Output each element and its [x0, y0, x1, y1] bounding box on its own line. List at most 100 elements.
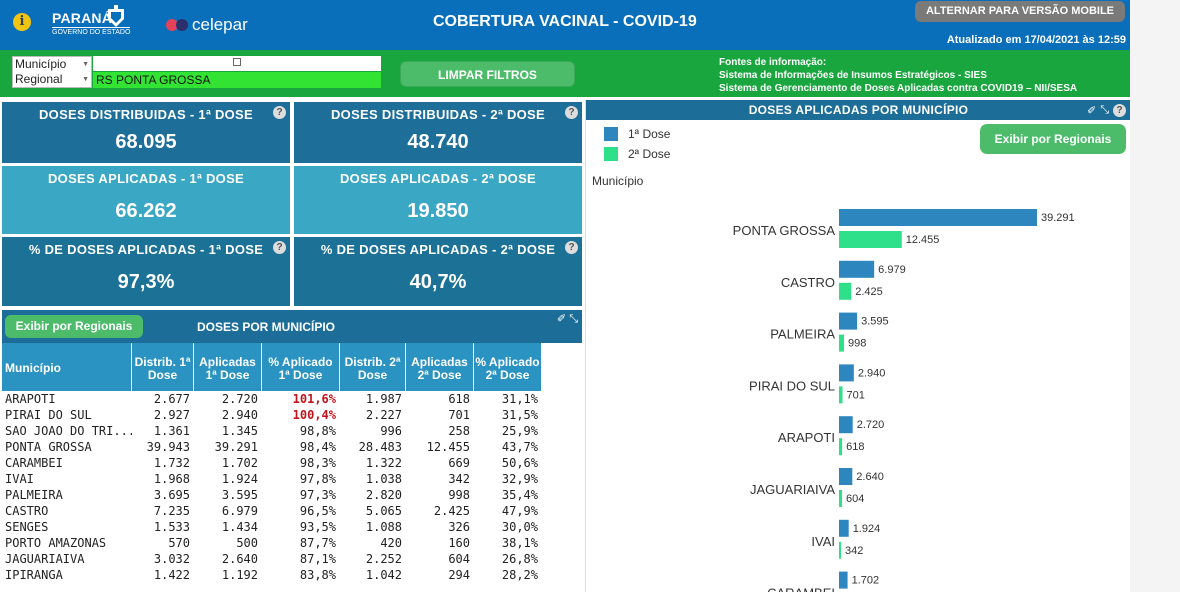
clear-selection-icon[interactable]: ✐	[556, 313, 567, 325]
municipio-filter-label[interactable]: Município ▼	[13, 57, 91, 72]
bar-dose1[interactable]	[839, 571, 848, 589]
parana-crest-icon	[108, 5, 124, 27]
bar-dose1[interactable]	[839, 468, 853, 485]
category-label: PALMEIRA	[770, 327, 835, 342]
bar-dose1[interactable]	[839, 364, 854, 382]
table-cell: 342	[448, 472, 470, 486]
bar-dose1[interactable]	[839, 416, 853, 434]
expand-icon[interactable]: ⤡	[1100, 103, 1109, 116]
table-row[interactable]: PORTO AMAZONAS 570 500 87,7% 420 160 38,1%	[2, 536, 542, 552]
bar-dose2[interactable]	[839, 490, 843, 507]
clear-selection-icon[interactable]: ✐	[1086, 104, 1097, 117]
legend-item[interactable]: 2ª Dose	[604, 144, 670, 164]
table-row[interactable]: IVAI 1.968 1.924 97,8% 1.038 342 32,9%	[2, 472, 542, 488]
column-header[interactable]: % Aplicado 1ª Dose	[262, 343, 340, 391]
column-header[interactable]: Município	[2, 343, 132, 391]
bar-dose2[interactable]	[839, 231, 902, 248]
table-cell: 97,8%	[299, 472, 336, 486]
table-row[interactable]: PIRAI DO SUL 2.927 2.940 100,4% 2.227 701 31,5…	[2, 408, 542, 424]
table-cell: 294	[448, 568, 470, 582]
table-cell: 2.425	[433, 504, 470, 518]
select-all-checkbox[interactable]	[233, 58, 241, 66]
table-row[interactable]: PONTA GROSSA 39.943 39.291 98,4% 28.483 12.45…	[2, 440, 542, 456]
table-cell: 160	[448, 536, 470, 550]
table-cell: 1.042	[365, 568, 402, 582]
table-cell: 1.322	[365, 456, 402, 470]
table-cell: 1.968	[153, 472, 190, 486]
clear-filters-button[interactable]: LIMPAR FILTROS	[400, 61, 575, 87]
show-by-regional-button[interactable]: Exibir por Regionais	[5, 315, 143, 338]
filter-values: RS PONTA GROSSA	[93, 56, 381, 88]
page-margin	[1130, 0, 1180, 592]
bar-dose1[interactable]	[839, 312, 858, 330]
regional-filter-value[interactable]: RS PONTA GROSSA	[93, 72, 381, 88]
regional-filter-label[interactable]: Regional ▼	[13, 72, 91, 87]
category-label: PIRAI DO SUL	[749, 378, 835, 393]
table-cell: 326	[448, 520, 470, 534]
municipio-filter-value[interactable]	[93, 56, 381, 71]
logo-subtitle: GOVERNO DO ESTADO	[52, 27, 131, 36]
y-axis-title: Município	[592, 174, 644, 188]
kpi-title: DOSES APLICADAS - 1ª DOSE	[47, 171, 245, 186]
table-row[interactable]: SAO JOAO DO TRI... 1.361 1.345 98,8% 996 258 2…	[2, 424, 542, 440]
table-row[interactable]: CASTRO 7.235 6.979 96,5% 5.065 2.425 47,9%	[2, 504, 542, 520]
table-cell: 604	[448, 552, 470, 566]
chart-show-by-regional-button[interactable]: Exibir por Regionais	[980, 124, 1126, 154]
table-cell: 98,3%	[299, 456, 336, 470]
bar-dose2[interactable]	[839, 386, 843, 404]
table-cell: 87,7%	[299, 536, 336, 550]
table-cell: 12.455	[426, 440, 470, 454]
table-cell: 2.927	[153, 408, 190, 422]
help-icon[interactable]: ?	[1113, 103, 1126, 117]
celepar-name: celepar	[192, 15, 248, 34]
column-header[interactable]: Aplicadas 1ª Dose	[194, 343, 262, 391]
table-cell: 93,5%	[299, 520, 336, 534]
source-sies: Sistema de Informações de Insumos Estrat…	[719, 70, 987, 81]
help-icon[interactable]: ?	[565, 106, 578, 119]
table-row[interactable]: CARAMBEI 1.732 1.702 98,3% 1.322 669 50,6%	[2, 456, 542, 472]
bar-dose1[interactable]	[839, 260, 875, 278]
bar-dose2[interactable]	[839, 541, 841, 559]
table-row[interactable]: ARAPOTI 2.677 2.720 101,6% 1.987 618 31,1%	[2, 392, 542, 408]
column-header[interactable]: Aplicadas 2ª Dose	[406, 343, 474, 391]
help-icon[interactable]: ?	[273, 106, 286, 119]
table-cell: 87,1%	[299, 552, 336, 566]
column-header[interactable]: Distrib. 1ª Dose	[132, 343, 194, 391]
kpi-percent-dose2: % DE DOSES APLICADAS - 2ª DOSE 40,7% ?	[294, 237, 582, 306]
bar-dose1[interactable]	[839, 519, 849, 537]
sources-title: Fontes de informação:	[719, 57, 827, 68]
legend-item[interactable]: 1ª Dose	[604, 124, 670, 144]
table-row[interactable]: JAGUARIAIVA 3.032 2.640 87,1% 2.252 604 26,8%	[2, 552, 542, 568]
chart-title: DOSES APLICADAS POR MUNICÍPIO	[586, 100, 1130, 120]
help-icon[interactable]: ?	[273, 241, 286, 254]
bar-value-label: 1.702	[852, 575, 880, 587]
logo-name: PARANÁ	[52, 10, 113, 26]
legend-swatch	[604, 127, 618, 141]
municipality-cell: SENGES	[5, 520, 49, 534]
table-body: ARAPOTI 2.677 2.720 101,6% 1.987 618 31,1% PIRA…	[2, 392, 542, 584]
kpi-value: 68.095	[115, 131, 177, 153]
doses-applied-chart-panel: DOSES APLICADAS POR MUNICÍPIO ✐ ⤡ ? PONT…	[585, 100, 1130, 592]
table-title: DOSES POR MUNICÍPIO	[197, 320, 336, 334]
help-icon[interactable]: ?	[565, 241, 578, 254]
category-label: CARAMBEI	[767, 586, 835, 592]
table-cell: 258	[448, 424, 470, 438]
table-cell: 5.065	[365, 504, 402, 518]
table-row[interactable]: SENGES 1.533 1.434 93,5% 1.088 326 30,0%	[2, 520, 542, 536]
table-cell: 30,0%	[501, 520, 538, 534]
column-header[interactable]: Distrib. 2ª Dose	[340, 343, 406, 391]
bar-dose2[interactable]	[839, 282, 852, 300]
bar-dose2[interactable]	[839, 438, 843, 456]
dropdown-arrow-icon: ▼	[82, 61, 89, 68]
bar-dose2[interactable]	[839, 334, 845, 352]
table-row[interactable]: PALMEIRA 3.695 3.595 97,3% 2.820 998 35,4%	[2, 488, 542, 504]
info-icon[interactable]: i	[13, 13, 31, 31]
expand-icon[interactable]: ⤡	[569, 313, 578, 325]
bar-dose1[interactable]	[839, 209, 1037, 226]
toggle-mobile-button[interactable]: ALTERNAR PARA VERSÃO MOBILE	[915, 1, 1125, 22]
dropdown-arrow-icon: ▼	[82, 76, 89, 83]
category-label: CASTRO	[781, 275, 835, 290]
table-row[interactable]: IPIRANGA 1.422 1.192 83,8% 1.042 294 28,2%	[2, 568, 542, 584]
column-header[interactable]: % Aplicado 2ª Dose	[474, 343, 542, 391]
table-cell: 98,8%	[299, 424, 336, 438]
